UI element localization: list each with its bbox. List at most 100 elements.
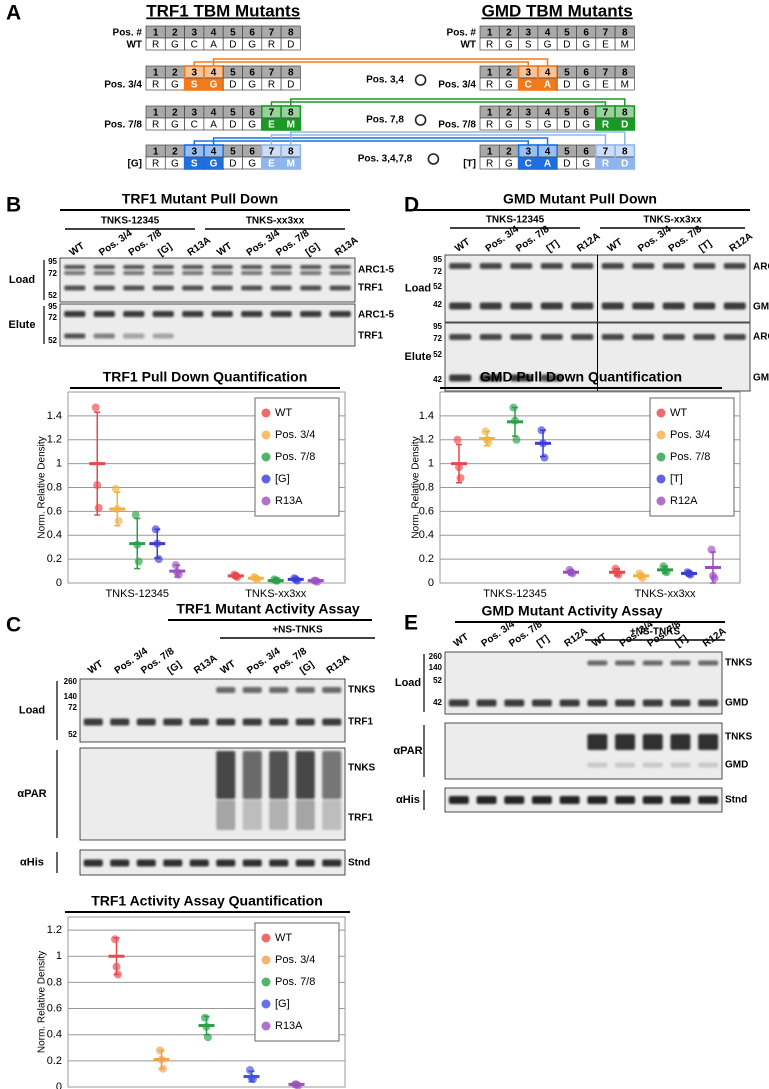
position-number: 5 [230,108,236,119]
band [693,334,716,340]
lane-label: WT [68,241,87,259]
residue: G [544,40,552,51]
band [241,285,263,291]
band [587,734,608,750]
residue: R [152,159,159,170]
residue: G [171,159,179,170]
position-number: 2 [506,147,512,158]
row-label: [T] [463,159,476,170]
band [93,265,115,269]
band [295,687,315,693]
legend-swatch [261,1021,271,1031]
residue: S [191,159,198,170]
position-number: 6 [249,68,255,79]
band [152,285,174,291]
residue: G [248,80,256,91]
y-tick-label: 1.2 [47,434,62,446]
position-number: 1 [487,68,493,79]
lane-label: R12A [701,626,728,650]
link-label: Pos. 3,4,7,8 [358,154,413,165]
blot-label: Elute [9,319,36,331]
link-line [270,101,607,106]
band [242,687,262,693]
residue: D [621,159,628,170]
marker-label: 95 [433,322,442,331]
blot-label: αPAR [17,788,46,800]
residue: G [210,159,218,170]
legend-swatch [261,474,271,484]
band [670,762,691,768]
band [211,311,233,317]
data-point [111,484,120,493]
residue: G [505,159,513,170]
band [93,271,115,275]
band [504,699,525,707]
data-point [512,435,521,444]
link-line [290,131,626,145]
legend-label: R13A [275,495,303,507]
band [152,271,174,275]
data-point [94,503,103,512]
position-number: 4 [211,147,217,158]
position-number: 8 [288,28,294,39]
residue: R [602,120,610,131]
band-label: TRF1 [358,331,383,342]
band-label: GMD [725,698,748,709]
y-tick-label: 0.2 [419,553,434,565]
position-number: 3 [525,28,531,39]
marker-label: 52 [68,730,77,739]
band [449,334,472,340]
band [698,699,719,707]
band [642,796,663,804]
band-label: TRF1 [348,813,373,824]
position-number: 1 [487,147,493,158]
link-line [193,61,529,66]
band [163,718,183,726]
marker-label: 95 [48,257,57,266]
band-label: Stnd [725,795,747,806]
y-tick-label: 0 [56,1081,62,1089]
position-number: 5 [564,108,570,119]
marker-label: 42 [433,375,442,384]
band [269,859,289,867]
band [601,302,624,310]
residue: G [544,120,552,131]
band [123,311,145,317]
marker-label: 52 [48,336,57,345]
marker-label: 72 [48,313,57,322]
band [322,800,342,830]
position-number: 4 [545,28,551,39]
data-point [134,557,143,566]
band-label: GMD [753,302,769,313]
data-point [91,403,100,412]
panel-title: TRF1 Mutant Pull Down [122,191,278,207]
band [300,271,322,275]
table-title: TRF1 TBM Mutants [146,1,300,20]
residue: R [152,80,159,91]
y-tick-label: 1 [428,458,434,470]
legend-label: Pos. 3/4 [275,954,315,966]
position-number: 3 [191,68,197,79]
residue: G [582,159,590,170]
group-label: TNKS-xx3xx [643,215,702,226]
band [211,271,233,275]
marker-label: 72 [48,269,57,278]
band [83,718,103,726]
band [449,374,472,382]
band [476,796,497,804]
band [632,263,655,269]
position-number: 5 [564,68,570,79]
lane-label: [G] [156,241,174,258]
position-number: 6 [583,68,589,79]
band [587,699,608,707]
band [448,796,469,804]
data-point [456,473,465,482]
group-label: TNKS-xx3xx [246,216,305,227]
data-point [111,935,119,944]
link-label: Pos. 3,4 [366,75,404,86]
band [152,265,174,269]
band [662,302,685,310]
band [64,271,86,275]
band [93,333,115,339]
band-label: TRF1 [348,717,373,728]
